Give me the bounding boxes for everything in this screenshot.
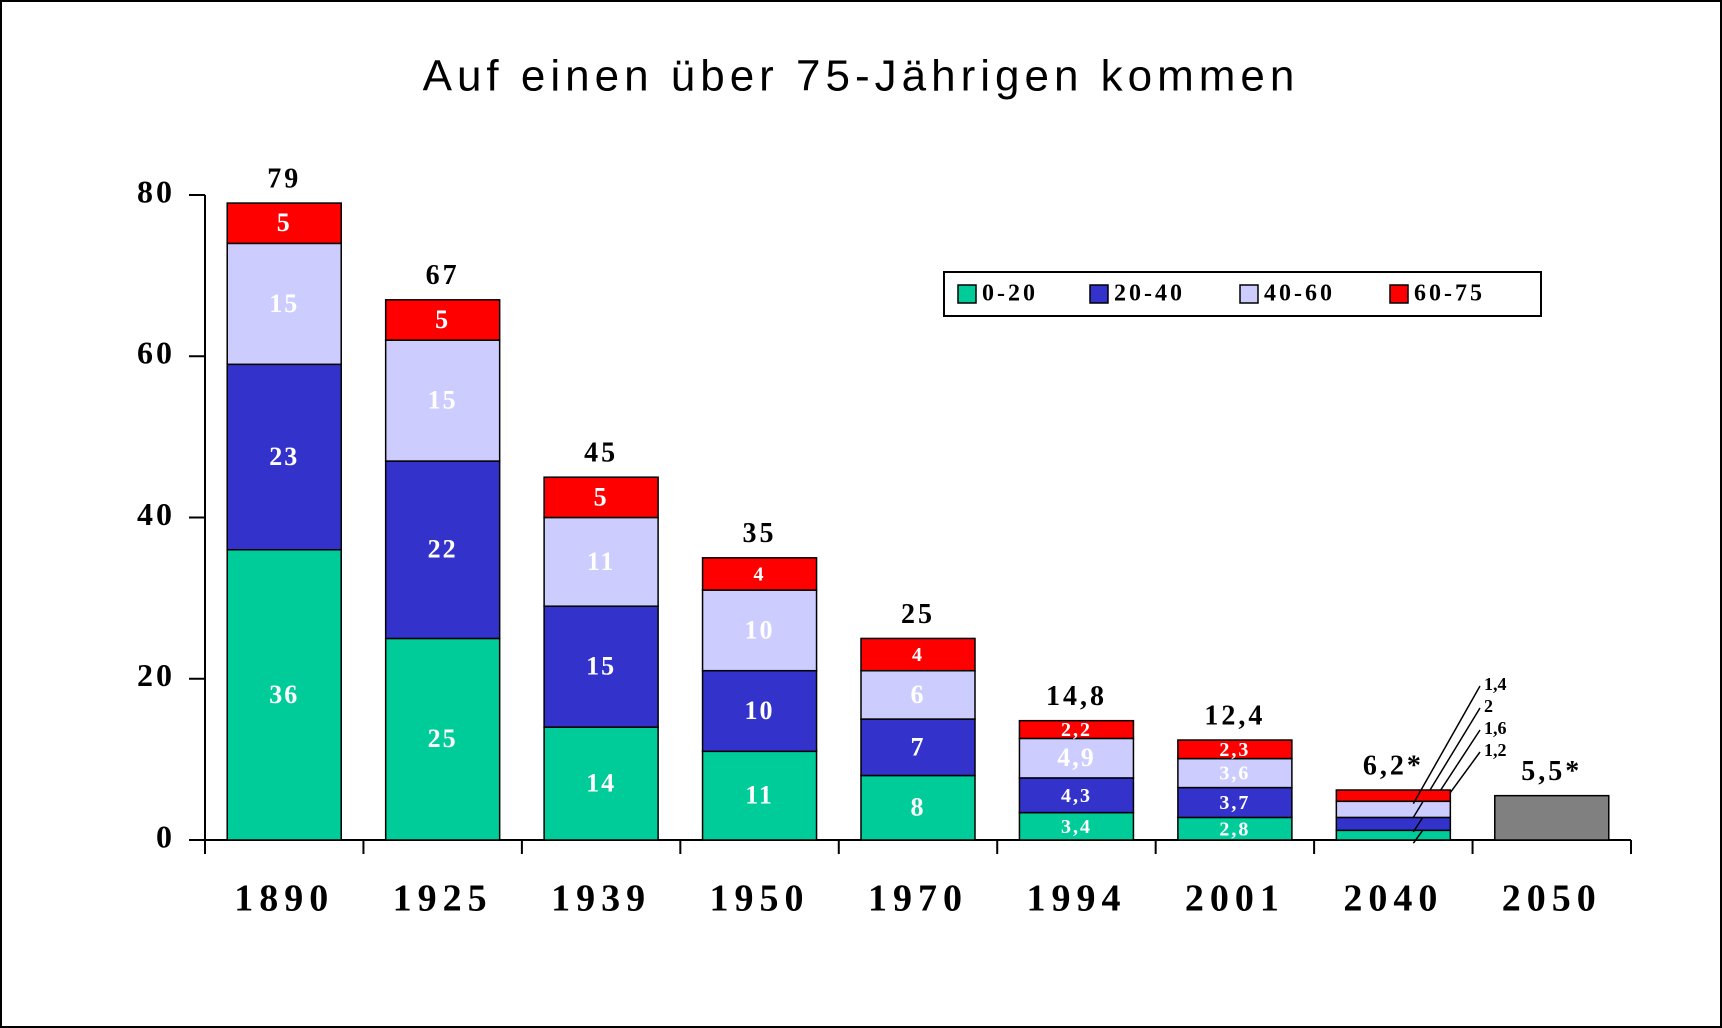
bar-segment [226,363,342,551]
segment-label: 22 [428,535,458,564]
segment-label: 4 [912,644,924,666]
segment-label: 11 [587,547,616,576]
bar-segment [543,516,659,607]
x-tick-label: 2001 [1185,878,1285,920]
segment-label: 7 [911,732,926,761]
segment-label: 2 [1484,696,1493,716]
x-tick-label: 2050 [1502,878,1602,920]
segment-label: 4 [754,564,766,586]
legend-swatch [1389,284,1409,304]
x-tick-label: 1925 [393,878,493,920]
legend-swatch [1089,284,1109,304]
bar-segment [701,669,818,753]
legend-label: 0-20 [982,281,1038,307]
chart-title: Auf einen über 75-Jährigen kommen [423,52,1300,101]
x-tick-label: 1890 [234,878,334,920]
bar-segment [543,476,659,519]
total-label: 25 [901,599,935,630]
bar-segment [226,202,342,245]
segment-label: 3,7 [1219,792,1250,814]
legend-swatch [957,284,977,304]
bar-segment [1335,789,1452,803]
bar-segment [1335,800,1452,819]
bar-segment [384,299,501,341]
bar-segment [860,774,976,841]
segment-label: 1,6 [1484,718,1507,738]
bar-segment [226,242,342,366]
segment-label: 5 [594,482,609,511]
x-tick-label: 2040 [1343,878,1443,920]
bar-segment [543,726,659,841]
legend-label: 60-75 [1414,281,1485,307]
segment-label: 2,2 [1061,719,1092,741]
total-label: 12,4 [1204,700,1265,731]
total-label: 79 [267,163,301,194]
segment-label: 10 [745,696,775,725]
y-tick-label: 80 [137,173,175,209]
segment-label: 25 [428,724,458,753]
segment-label: 10 [745,615,775,644]
segment-label: 4,9 [1057,743,1096,772]
bar-segment [384,339,501,462]
y-tick-label: 0 [156,818,175,854]
segment-label: 36 [269,680,299,709]
bar-segment [1335,816,1452,832]
x-tick-label: 1994 [1026,878,1126,920]
bar-segment [860,637,976,672]
bar-segment [701,589,818,672]
segment-label: 1,2 [1484,740,1507,760]
y-tick-label: 60 [137,335,175,371]
total-label: 35 [743,518,777,549]
segment-label: 15 [269,289,299,318]
legend-label: 40-60 [1264,281,1335,307]
segment-label: 3,6 [1219,763,1250,785]
bar [1494,794,1610,841]
total-label: 6,2* [1363,750,1424,781]
x-tick-label: 1970 [868,878,968,920]
bar-segment [1018,719,1135,740]
segment-label: 11 [745,781,774,810]
bar-segment [226,549,342,841]
total-label: 5,5* [1521,756,1582,787]
bar-segment [701,557,818,591]
segment-label: 4,3 [1061,785,1092,807]
segment-label: 15 [586,652,616,681]
legend-swatch [1239,284,1259,304]
x-tick-label: 1950 [710,878,810,920]
segment-label: 3,4 [1061,816,1092,838]
total-label: 14,8 [1046,681,1107,712]
leader-line [1412,685,1481,805]
y-tick-label: 20 [137,657,175,693]
bar-segment [1177,786,1293,819]
total-label: 45 [584,438,618,469]
segment-label: 2,3 [1219,739,1250,761]
legend-label: 20-40 [1114,281,1185,307]
bar-segment [1177,757,1293,789]
bar-segment [860,718,976,777]
bar-segment [384,637,501,841]
segment-label: 5 [435,305,450,334]
segment-label: 1,4 [1484,674,1507,694]
segment-label: 8 [911,793,926,822]
segment-label: 5 [277,208,292,237]
segment-label: 6 [911,680,926,709]
bar-segment [1335,829,1452,841]
segment-label: 23 [269,442,299,471]
y-tick-label: 40 [137,496,175,532]
bar-segment [1018,737,1135,779]
bar-segment [701,750,818,841]
segment-label: 2,8 [1219,818,1250,840]
bar-segment [1177,739,1293,760]
total-label: 67 [426,260,460,291]
bar-segment [1018,777,1135,814]
x-tick-label: 1939 [551,878,651,920]
segment-label: 14 [586,769,616,798]
segment-label: 15 [428,386,458,415]
